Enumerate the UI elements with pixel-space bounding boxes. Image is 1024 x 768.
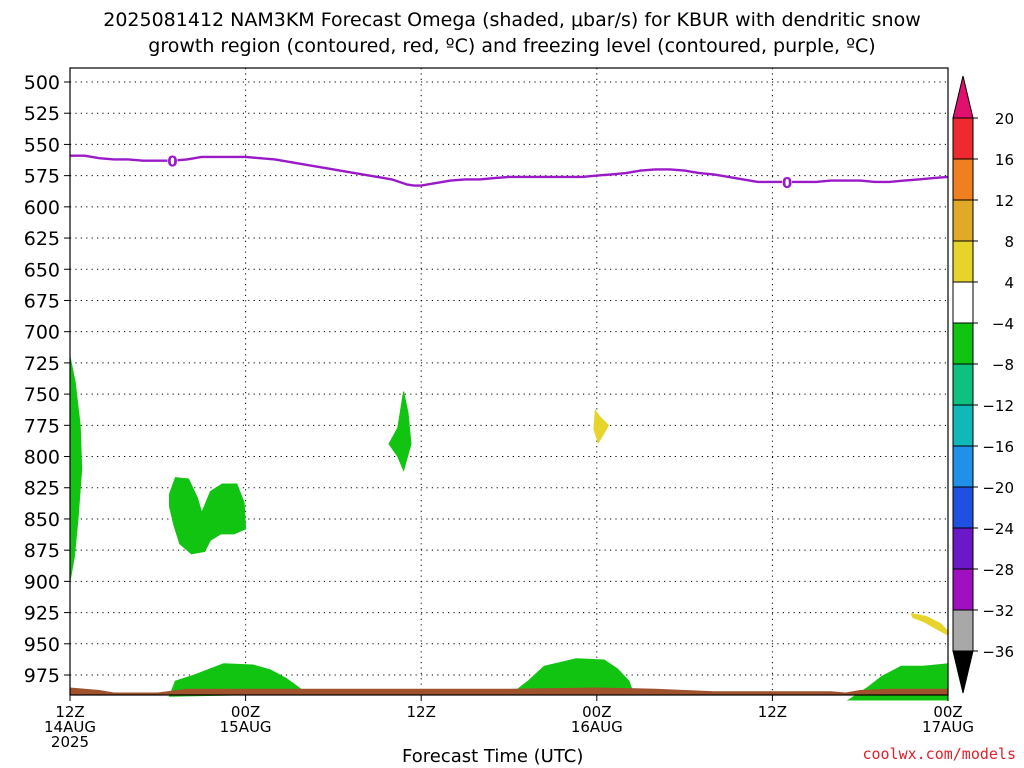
colorbar-swatch-13 bbox=[952, 609, 974, 652]
y-tick-label-800: 800 bbox=[24, 447, 60, 469]
y-tick-label-900: 900 bbox=[24, 571, 60, 593]
x-tick-label-0-2: 2025 bbox=[51, 733, 89, 751]
colorbar-label-0: 20 bbox=[995, 110, 1014, 128]
colorbar-swatch-6 bbox=[952, 322, 974, 365]
colorbar-swatch-1 bbox=[952, 117, 974, 160]
y-tick-label-575: 575 bbox=[24, 166, 60, 188]
colorbar-swatch-11 bbox=[952, 527, 974, 570]
y-tick-label-725: 725 bbox=[24, 353, 60, 375]
y-tick-label-700: 700 bbox=[24, 322, 60, 344]
omega-green-12z bbox=[388, 391, 412, 472]
colorbar-swatch-2 bbox=[952, 158, 974, 201]
terrain-band bbox=[70, 687, 948, 695]
y-tick-label-775: 775 bbox=[24, 415, 60, 437]
colorbar-swatch-7 bbox=[952, 363, 974, 406]
y-tick-label-825: 825 bbox=[24, 478, 60, 500]
freezing-level-label-0: 0 bbox=[167, 153, 177, 171]
colorbar-swatch-4 bbox=[952, 240, 974, 283]
freezing-level-label-bg-1 bbox=[782, 173, 793, 190]
y-tick-label-625: 625 bbox=[24, 228, 60, 250]
freezing-level-label-1: 0 bbox=[782, 174, 792, 192]
colorbar-label-1: 16 bbox=[995, 151, 1014, 169]
plot-border bbox=[69, 67, 949, 696]
x-tick-label-5-0: 00Z bbox=[933, 703, 962, 721]
freezing-level-contour bbox=[70, 154, 949, 187]
omega-yellow-16aug bbox=[593, 408, 610, 445]
colorbar-swatch-9 bbox=[952, 445, 974, 488]
x-tick-label-0-0: 12Z bbox=[55, 703, 84, 721]
x-tick-label-1-0: 00Z bbox=[231, 703, 260, 721]
colorbar-label-2: 12 bbox=[995, 192, 1014, 210]
y-tick-label-675: 675 bbox=[24, 290, 60, 312]
colorbar-label-7: −12 bbox=[982, 397, 1014, 415]
colorbar-swatch-0 bbox=[952, 75, 974, 119]
colorbar-label-9: −20 bbox=[982, 479, 1014, 497]
omega-green-left-edge bbox=[69, 356, 83, 582]
colorbar-swatch-12 bbox=[952, 568, 974, 611]
y-tick-label-550: 550 bbox=[24, 134, 60, 156]
colorbar-swatch-5 bbox=[952, 281, 974, 324]
y-tick-label-975: 975 bbox=[24, 665, 60, 687]
colorbar-swatch-8 bbox=[952, 404, 974, 447]
colorbar-label-5: −4 bbox=[992, 315, 1014, 333]
chart-title-line-2: growth region (contoured, red, ºC) and f… bbox=[148, 35, 876, 57]
plot-background bbox=[70, 68, 948, 695]
x-tick-label-5-1: 17AUG bbox=[922, 718, 974, 736]
omega-green-850 bbox=[169, 477, 247, 555]
y-tick-label-925: 925 bbox=[24, 603, 60, 625]
x-tick-label-0-1: 14AUG bbox=[44, 718, 96, 736]
y-tick-label-750: 750 bbox=[24, 384, 60, 406]
x-tick-label-3-1: 16AUG bbox=[571, 718, 623, 736]
x-tick-label-2-0: 12Z bbox=[407, 703, 436, 721]
chart-title-line-1: 2025081412 NAM3KM Forecast Omega (shaded… bbox=[103, 9, 921, 31]
colorbar-label-10: −24 bbox=[982, 520, 1014, 538]
y-tick-label-850: 850 bbox=[24, 509, 60, 531]
colorbar-label-12: −32 bbox=[982, 602, 1014, 620]
x-tick-label-1-1: 15AUG bbox=[220, 718, 272, 736]
y-tick-label-875: 875 bbox=[24, 540, 60, 562]
colorbar-label-6: −8 bbox=[992, 356, 1014, 374]
colorbar-label-3: 8 bbox=[1004, 233, 1014, 251]
colorbar-swatch-3 bbox=[952, 199, 974, 242]
freezing-level-label-bg-0 bbox=[167, 152, 178, 169]
colorbar-label-8: −16 bbox=[982, 438, 1014, 456]
y-tick-label-500: 500 bbox=[24, 72, 60, 94]
x-tick-label-3-0: 00Z bbox=[582, 703, 611, 721]
colorbar-label-13: −36 bbox=[982, 643, 1014, 661]
colorbar-swatch-10 bbox=[952, 486, 974, 529]
y-tick-label-600: 600 bbox=[24, 197, 60, 219]
y-tick-label-525: 525 bbox=[24, 103, 60, 125]
site-credit: coolwx.com/models bbox=[862, 745, 1016, 763]
colorbar-swatch-14 bbox=[952, 650, 974, 694]
y-tick-label-950: 950 bbox=[24, 634, 60, 656]
x-axis-label: Forecast Time (UTC) bbox=[402, 746, 584, 767]
y-tick-label-650: 650 bbox=[24, 259, 60, 281]
colorbar-label-4: 4 bbox=[1004, 274, 1014, 292]
x-tick-label-4-0: 12Z bbox=[758, 703, 787, 721]
colorbar-label-11: −28 bbox=[982, 561, 1014, 579]
